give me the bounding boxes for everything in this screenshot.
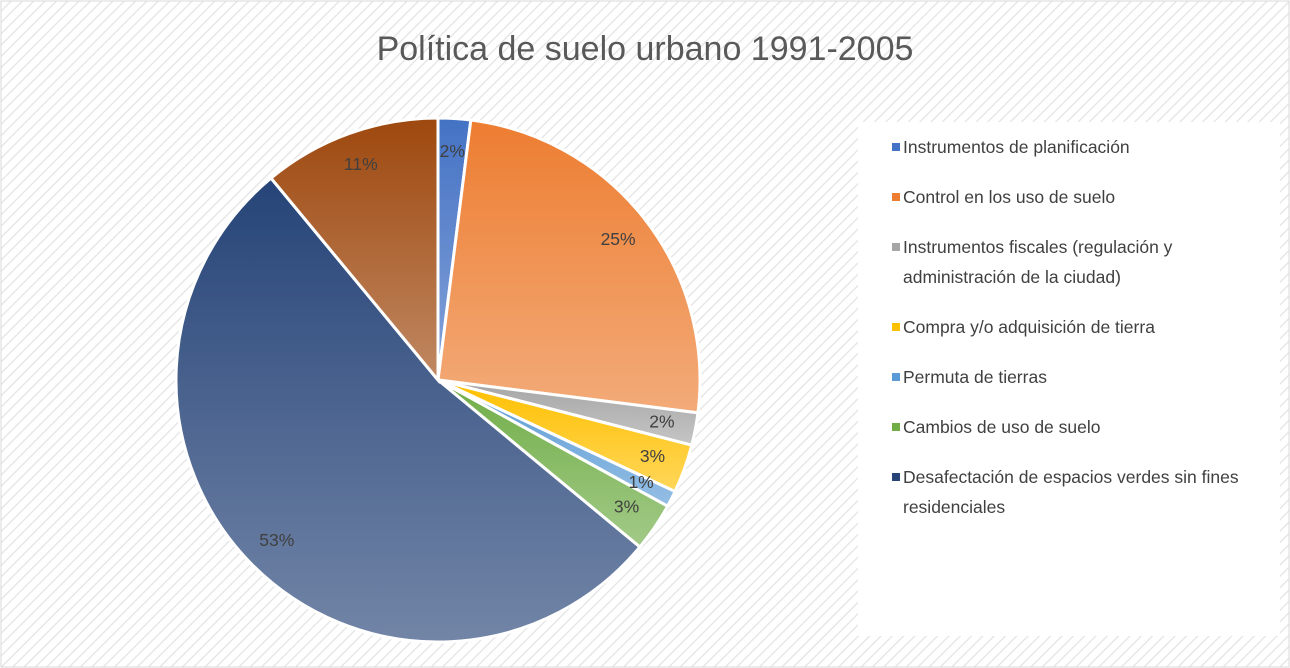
pie-slice	[436, 118, 702, 415]
legend-item: Desafectación de espacios verdes sin fin…	[892, 462, 1260, 522]
pie-slice	[174, 176, 642, 644]
legend-swatch	[892, 423, 900, 431]
legend-label: Compra y/o adquisición de tierra	[903, 317, 1155, 337]
legend-swatch	[892, 323, 900, 331]
data-label: 3%	[614, 497, 639, 517]
legend-label: Control en los uso de suelo	[903, 187, 1116, 207]
data-label: 2%	[649, 411, 674, 431]
legend: Instrumentos de planificación Control en …	[858, 122, 1280, 636]
legend-swatch	[892, 143, 900, 151]
chart-title: Política de suelo urbano 1991-2005	[377, 30, 914, 68]
data-label: 2%	[440, 141, 465, 161]
legend-swatch	[892, 373, 900, 381]
data-label: 3%	[640, 446, 665, 466]
legend-swatch	[892, 193, 900, 201]
legend-label: Desafectación de espacios verdes sin fin…	[903, 467, 1239, 517]
pie-slice	[268, 116, 440, 385]
legend-item: Compra y/o adquisición de tierra	[892, 312, 1260, 342]
data-label: 53%	[259, 530, 294, 550]
legend-item: Control en los uso de suelo	[892, 182, 1260, 212]
legend-label: Instrumentos de planificación	[903, 137, 1130, 157]
data-label: 1%	[628, 472, 653, 492]
legend-item: Instrumentos fiscales (regulación y admi…	[892, 232, 1260, 292]
legend-item: Cambios de uso de suelo	[892, 412, 1260, 442]
legend-swatch	[892, 473, 900, 481]
data-label: 11%	[344, 154, 378, 174]
data-label: 25%	[601, 229, 636, 249]
legend-label: Permuta de tierras	[903, 367, 1047, 387]
legend-label: Instrumentos fiscales (regulación y admi…	[903, 237, 1173, 287]
legend-item: Instrumentos de planificación	[892, 132, 1260, 162]
legend-label: Cambios de uso de suelo	[903, 417, 1101, 437]
legend-swatch	[892, 243, 900, 251]
legend-item: Permuta de tierras	[892, 362, 1260, 392]
